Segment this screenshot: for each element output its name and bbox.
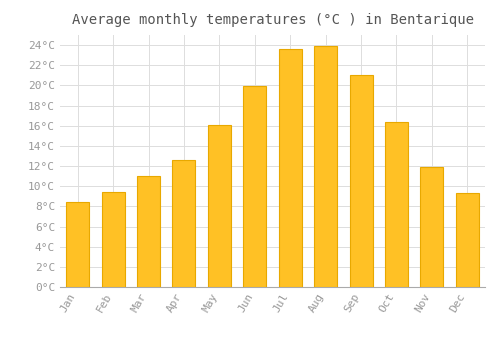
Bar <box>456 193 479 287</box>
Bar <box>314 46 337 287</box>
Bar <box>66 202 89 287</box>
Bar <box>102 192 124 287</box>
Title: Average monthly temperatures (°C ) in Bentarique: Average monthly temperatures (°C ) in Be… <box>72 13 473 27</box>
Bar <box>350 75 372 287</box>
Bar <box>172 160 196 287</box>
Bar <box>420 167 444 287</box>
Bar <box>137 176 160 287</box>
Bar <box>208 125 231 287</box>
Bar <box>385 122 408 287</box>
Bar <box>278 49 301 287</box>
Bar <box>244 86 266 287</box>
